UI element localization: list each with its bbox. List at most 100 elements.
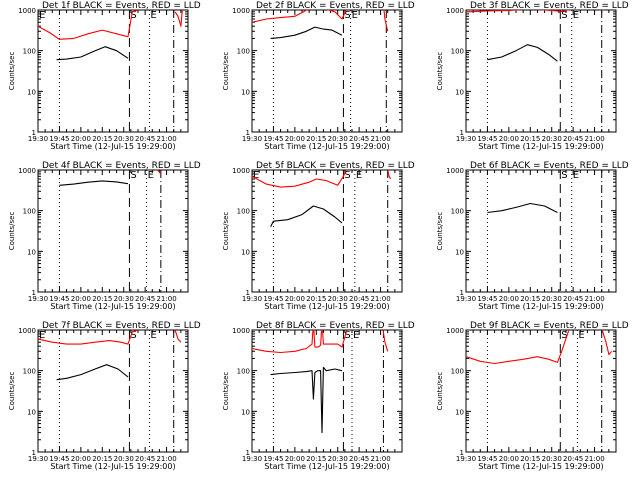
series-line-lld <box>252 330 349 354</box>
x-tick-label: 19:30 <box>456 455 476 463</box>
y-axis-label: Counts/sec <box>436 212 444 251</box>
y-axis-label: Counts/sec <box>8 372 16 411</box>
x-tick-label: 20:45 <box>135 455 155 463</box>
y-axis-label: Counts/sec <box>222 52 230 91</box>
plot-frame <box>37 9 189 133</box>
marker-label: S <box>344 170 350 181</box>
y-tick-label: 10 <box>241 88 250 96</box>
panel-3: Det 3f BLACK = Events, RED = LLD 1 10 100 10… <box>436 1 629 151</box>
y-axis: 1 10 100 1000 <box>18 7 188 137</box>
y-tick-label: 10 <box>455 248 464 256</box>
plot-frame <box>37 329 189 453</box>
x-tick-label: 20:00 <box>285 295 305 303</box>
x-axis-label: Start Time (12-Jul-15 19:29:00) <box>264 462 389 471</box>
x-tick-label: 21:00 <box>584 135 604 143</box>
panel-title: Det 4f BLACK = Events, RED = LLD <box>42 161 201 171</box>
x-tick-label: 20:15 <box>520 295 540 303</box>
x-tick-label: 20:30 <box>542 295 562 303</box>
series-line-events <box>270 26 343 39</box>
series-line-lld <box>383 10 389 32</box>
y-tick-label: 1 <box>246 129 250 137</box>
x-tick-label: 19:45 <box>49 295 69 303</box>
x-tick-label: 19:45 <box>49 455 69 463</box>
y-tick-label: 1000 <box>446 167 464 175</box>
y-tick-label: 1000 <box>232 327 250 335</box>
y-tick-label: 100 <box>451 368 464 376</box>
marker-label: E <box>150 10 156 21</box>
y-tick-label: 1 <box>246 449 250 457</box>
plot-frame <box>251 169 403 293</box>
x-tick-label: 20:15 <box>306 295 326 303</box>
x-tick-label: 19:30 <box>28 295 48 303</box>
x-tick-label: 20:00 <box>71 295 91 303</box>
x-tick-label: 20:15 <box>520 455 540 463</box>
x-tick-label: 21:00 <box>584 455 604 463</box>
series-line-lld <box>252 10 347 23</box>
x-tick-label: 20:15 <box>306 135 326 143</box>
y-tick-label: 1000 <box>18 7 36 15</box>
y-axis: 1 10 100 1000 <box>232 167 402 297</box>
y-tick-label: 1000 <box>446 327 464 335</box>
x-tick-label: 19:30 <box>456 135 476 143</box>
marker-label: S <box>130 330 136 341</box>
y-tick-label: 10 <box>455 408 464 416</box>
marker-label: S <box>561 330 567 341</box>
series-group <box>252 10 389 39</box>
y-tick-label: 100 <box>23 48 36 56</box>
x-tick-label: 21:00 <box>370 135 390 143</box>
series-line-lld <box>174 10 183 27</box>
panel-9: Det 9f BLACK = Events, RED = LLD 1 10 100 10… <box>436 321 629 471</box>
plot-frame <box>37 169 189 293</box>
x-tick-label: 20:00 <box>71 455 91 463</box>
marker-label: E <box>573 170 579 181</box>
series-group <box>59 170 162 186</box>
x-tick-label: 19:30 <box>242 455 262 463</box>
x-tick-label: 20:30 <box>328 295 348 303</box>
series-group <box>252 330 389 434</box>
x-axis: 19:30 19:45 20:00 20:15 20:30 20:45 21:00 <box>242 330 396 463</box>
plot-frame <box>251 329 403 453</box>
x-tick-label: 19:30 <box>28 135 48 143</box>
x-tick-label: 20:45 <box>349 455 369 463</box>
series-group <box>38 330 182 381</box>
panel-title: Det 3f BLACK = Events, RED = LLD <box>470 1 629 11</box>
panel-7: Det 7f BLACK = Events, RED = LLD 1 10 100 10… <box>8 321 201 471</box>
series-line-events <box>56 364 129 381</box>
plot-frame <box>465 9 617 133</box>
x-tick-label: 21:00 <box>156 135 176 143</box>
x-axis: 19:30 19:45 20:00 20:15 20:30 20:45 21:00 <box>242 170 396 303</box>
series-line-lld <box>466 330 571 365</box>
x-tick-label: 21:00 <box>370 455 390 463</box>
y-tick-label: 100 <box>237 208 250 216</box>
series-line-events <box>270 205 343 228</box>
x-tick-label: 20:30 <box>328 135 348 143</box>
marker-label: E <box>573 10 579 21</box>
panel-2: Det 2f BLACK = Events, RED = LLD 1 10 100 10… <box>222 1 415 151</box>
series-line-lld <box>387 170 392 180</box>
panel-title: Det 1f BLACK = Events, RED = LLD <box>42 1 201 11</box>
y-tick-label: 10 <box>27 408 36 416</box>
x-tick-label: 19:45 <box>263 455 283 463</box>
marker-label: S <box>130 170 136 181</box>
x-axis-label: Start Time (12-Jul-15 19:29:00) <box>50 302 175 311</box>
y-tick-label: 10 <box>27 248 36 256</box>
x-tick-label: 20:30 <box>542 455 562 463</box>
series-group <box>466 10 605 62</box>
y-axis: 1 10 100 1000 <box>232 327 402 457</box>
x-tick-label: 20:45 <box>135 135 155 143</box>
panel-title: Det 7f BLACK = Events, RED = LLD <box>42 321 201 331</box>
y-axis-label: Counts/sec <box>436 52 444 91</box>
series-group <box>466 330 613 365</box>
x-tick-label: 20:00 <box>499 295 519 303</box>
y-tick-label: 1 <box>460 449 464 457</box>
x-axis-label: Start Time (12-Jul-15 19:29:00) <box>478 302 603 311</box>
marker-label: E <box>578 330 584 341</box>
y-tick-label: 1 <box>32 449 36 457</box>
series-line-lld <box>466 10 605 13</box>
series-line-events <box>56 46 129 61</box>
x-tick-label: 21:00 <box>370 295 390 303</box>
marker-label: S <box>344 10 350 21</box>
x-tick-label: 19:45 <box>263 295 283 303</box>
y-axis: 1 10 100 1000 <box>18 327 188 457</box>
y-tick-label: 1000 <box>18 327 36 335</box>
